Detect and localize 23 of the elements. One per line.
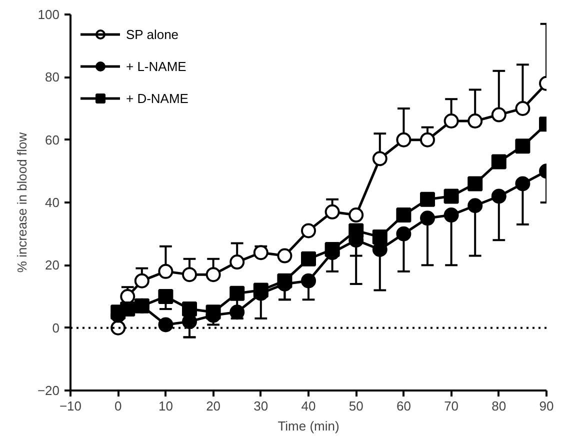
legend-label: + D-NAME	[126, 90, 188, 106]
y-tick-label: 60	[45, 132, 60, 148]
legend-label: SP alone	[126, 26, 179, 42]
x-tick-label: −10	[59, 398, 82, 414]
x-axis-title: Time (min)	[278, 418, 340, 434]
legend-label: + L-NAME	[126, 58, 186, 74]
x-tick-label: 40	[301, 398, 316, 414]
x-tick-label: 90	[539, 398, 554, 414]
y-axis-title: % increase in blood flow	[14, 132, 30, 273]
y-tick-label: 20	[45, 258, 60, 273]
x-tick-label: 60	[396, 398, 411, 414]
x-tick-label: 10	[158, 398, 173, 414]
y-tick-label: 100	[38, 7, 60, 22]
y-tick-label: −20	[37, 383, 60, 398]
x-tick-label: 70	[444, 398, 459, 414]
y-tick-label: 0	[52, 320, 60, 336]
x-tick-label: 50	[348, 398, 364, 414]
x-tick-label: 80	[492, 398, 506, 414]
x-tick-label: 30	[254, 398, 268, 414]
x-tick-label: 0	[114, 398, 122, 414]
y-tick-label: 40	[45, 195, 60, 210]
x-tick-label: 20	[206, 398, 221, 414]
y-tick-label: 80	[45, 70, 60, 85]
